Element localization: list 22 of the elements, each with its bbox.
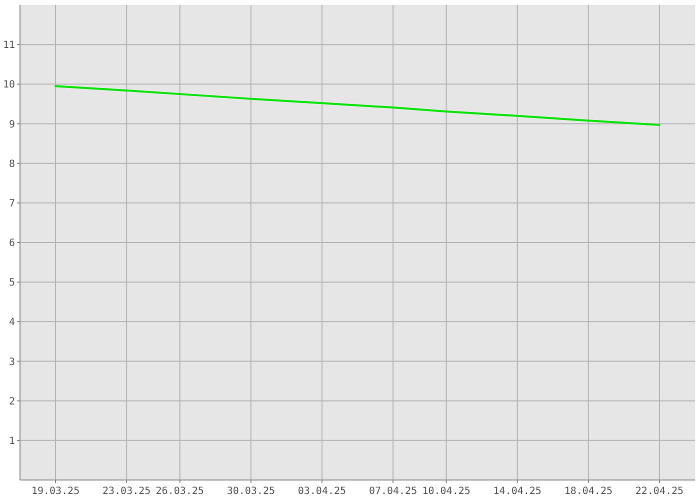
- y-tick-label: 6: [8, 238, 15, 249]
- y-tick-label: 8: [8, 158, 15, 170]
- x-tick-label: 03.04.25: [298, 486, 346, 497]
- y-tick-label: 11: [2, 40, 15, 52]
- x-tick-label: 19.03.25: [31, 486, 80, 497]
- y-tick-label: 1: [8, 436, 15, 447]
- x-tick-label: 07.04.25: [368, 486, 418, 497]
- x-tick-label: 22.04.25: [635, 486, 684, 497]
- y-tick-label: 4: [8, 317, 15, 328]
- y-tick-label: 3: [8, 356, 15, 368]
- x-tick-label: 30.03.25: [226, 486, 276, 497]
- y-tick-label: 2: [8, 396, 15, 408]
- y-tick-label: 5: [8, 278, 15, 289]
- y-tick-label: 7: [8, 198, 15, 210]
- x-tick-label: 18.04.25: [564, 486, 613, 497]
- y-tick-label: 10: [2, 80, 15, 91]
- x-tick-label: 10.04.25: [422, 486, 470, 497]
- x-tick-label: 26.03.25: [156, 486, 204, 497]
- line-series: [54, 85, 660, 126]
- x-tick-label: 14.04.25: [493, 486, 542, 497]
- y-tick-label: 9: [8, 119, 15, 130]
- x-tick-label: 23.03.25: [102, 486, 151, 497]
